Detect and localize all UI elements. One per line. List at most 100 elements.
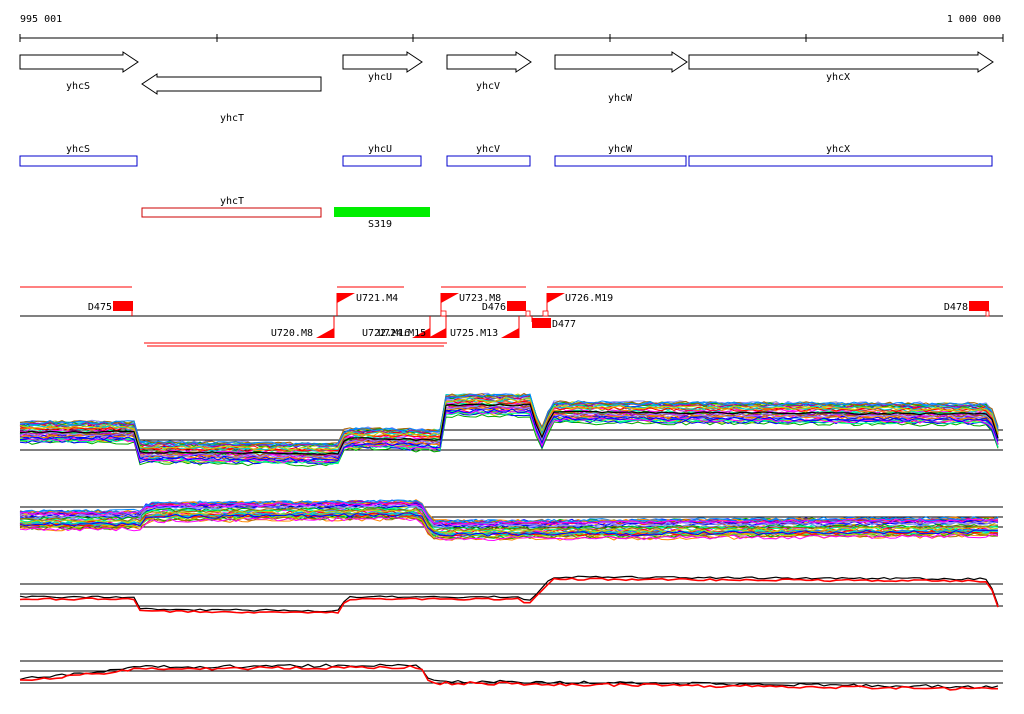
segment-flag <box>501 328 519 338</box>
expression-panel-1 <box>19 392 1003 467</box>
expression-trace <box>19 399 999 452</box>
expression-trace <box>19 504 998 529</box>
expression-trace <box>19 397 999 451</box>
segment-u726-m19[interactable]: U726.M19 <box>542 293 613 317</box>
segment-stub <box>542 310 549 317</box>
expression-trace <box>19 410 999 465</box>
expression-trace <box>19 516 999 542</box>
expression-panel-3 <box>19 575 1003 614</box>
gene-arrow-label: yhcW <box>608 93 633 104</box>
segment-label: U723.M8 <box>459 293 501 304</box>
segment-flag <box>441 293 459 303</box>
segment-label: U725.M13 <box>450 328 498 339</box>
segment-label: U724.M15 <box>378 328 426 339</box>
gene-arrow-label: yhcS <box>66 81 90 92</box>
expression-panel-2 <box>19 499 1003 542</box>
feature-bar <box>334 207 430 217</box>
segment-block <box>507 301 526 311</box>
gene-box-yhct[interactable]: yhcT <box>141 196 322 218</box>
gene-arrow-label: yhcX <box>826 72 850 83</box>
segment-flag <box>547 293 565 303</box>
expression-trace <box>19 405 999 459</box>
expression-trace <box>19 515 999 540</box>
gene-arrow-track: yhcS yhcT yhcU yhcV yhcW yhcX <box>19 51 994 124</box>
expression-traces <box>19 392 999 467</box>
segment-label: D476 <box>482 302 506 313</box>
expression-trace <box>19 512 999 537</box>
segment-stub <box>440 310 447 317</box>
segment-track: D475 U721.M4 U723.M8 D476 U726.M19 <box>20 286 1003 347</box>
segment-label: D478 <box>944 302 968 313</box>
segment-d477[interactable]: D477 <box>531 316 576 330</box>
segment-u720-m8[interactable]: U720.M8 <box>271 316 335 339</box>
expression-traces <box>19 663 999 691</box>
gene-arrow-label: yhcV <box>476 81 500 92</box>
segment-d476[interactable]: D476 <box>482 301 531 317</box>
segment-flag <box>316 328 334 338</box>
segment-u721-m4[interactable]: U721.M4 <box>336 293 398 316</box>
feature-label: S319 <box>368 219 392 230</box>
expression-traces <box>19 575 999 614</box>
gene-box-label: yhcT <box>220 196 244 207</box>
gene-arrow-yhcu[interactable]: yhcU <box>342 51 423 83</box>
gene-arrow-yhcs[interactable]: yhcS <box>19 51 139 92</box>
gene-arrow-label: yhcU <box>368 72 392 83</box>
expression-trace <box>19 506 999 533</box>
segment-label: U720.M8 <box>271 328 313 339</box>
gene-box-label: yhcV <box>476 144 500 155</box>
expression-trace <box>19 509 999 534</box>
segment-stub <box>985 310 990 317</box>
segment-block <box>113 301 133 311</box>
gene-arrow-yhcv[interactable]: yhcV <box>446 51 532 92</box>
expression-trace <box>19 513 999 539</box>
gene-arrow-yhcw[interactable]: yhcW <box>554 51 688 104</box>
gene-box-label: yhcW <box>608 144 633 155</box>
segment-block <box>969 301 989 311</box>
segment-d475[interactable]: D475 <box>88 301 133 316</box>
expression-trace <box>19 408 999 463</box>
expression-traces <box>19 499 999 542</box>
segment-label: D477 <box>552 319 576 330</box>
segment-stub <box>525 310 531 317</box>
feature-s319[interactable]: S319 <box>334 207 430 230</box>
gene-box-track: yhcS yhcU yhcV yhcW yhcX <box>19 144 993 167</box>
expression-trace <box>19 403 999 455</box>
gene-arrow-yhcx[interactable]: yhcX <box>688 51 994 83</box>
expression-trace <box>19 410 999 464</box>
expression-trace-reference <box>19 575 999 613</box>
expression-trace-highlight <box>19 577 999 614</box>
gene-box-yhcx[interactable]: yhcX <box>688 144 993 167</box>
expression-trace <box>19 503 999 528</box>
gene-box-yhcu[interactable]: yhcU <box>342 144 422 167</box>
gene-box-label: yhcX <box>826 144 850 155</box>
gene-box-yhcs[interactable]: yhcS <box>19 144 138 167</box>
segment-label: U721.M4 <box>356 293 398 304</box>
expression-trace-reference <box>19 663 999 689</box>
segment-d478[interactable]: D478 <box>944 301 990 317</box>
ruler-end-label: 1 000 000 <box>947 14 1001 25</box>
expression-trace <box>19 502 999 526</box>
segment-flag <box>428 328 446 338</box>
segment-label: D475 <box>88 302 112 313</box>
gene-arrow-label: yhcT <box>220 113 244 124</box>
segment-flag <box>412 328 430 338</box>
expression-trace <box>19 393 999 447</box>
ruler-start-label: 995 001 <box>20 14 62 25</box>
segment-flag <box>337 293 355 303</box>
segment-label: U722.M16 <box>362 328 410 339</box>
gene-box-label: yhcS <box>66 144 90 155</box>
segment-u722-m16[interactable]: U722.M16 <box>362 316 431 339</box>
coordinate-ruler: 995 001 1 000 000 <box>19 14 1004 42</box>
gene-box-yhcv[interactable]: yhcV <box>446 144 531 167</box>
segment-block <box>532 318 551 328</box>
expression-trace <box>19 399 999 453</box>
gene-box-yhcw[interactable]: yhcW <box>554 144 687 167</box>
segment-u724-m15[interactable]: U724.M15 <box>378 310 447 339</box>
expression-trace-highlight <box>19 664 998 691</box>
segment-label: U726.M19 <box>565 293 613 304</box>
gene-arrow-yhct[interactable]: yhcT <box>141 73 322 124</box>
expression-panel-4 <box>19 660 1003 691</box>
gene-box-label: yhcU <box>368 144 392 155</box>
segment-u725-m13[interactable]: U725.M13 <box>450 316 520 339</box>
